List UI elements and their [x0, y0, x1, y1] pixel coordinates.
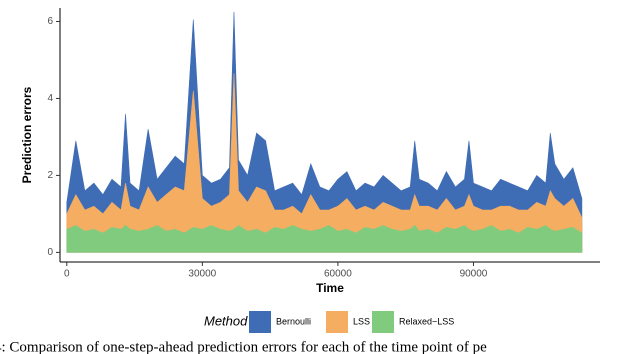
legend-swatch [249, 311, 271, 333]
x-axis-title: Time [316, 281, 344, 295]
caption: 4: Comparison of one-step-ahead predicti… [0, 339, 487, 354]
legend-swatch [326, 311, 348, 333]
legend-title: Method [204, 313, 248, 328]
x-tick-label: 90000 [460, 269, 488, 280]
legend-label: Bernoulli [276, 316, 311, 326]
x-tick-label: 0 [64, 269, 70, 280]
y-tick-label: 2 [47, 170, 53, 181]
x-tick-label: 60000 [324, 269, 352, 280]
legend-label: LSS [353, 316, 370, 326]
y-tick-label: 6 [47, 16, 53, 27]
area [66, 225, 583, 253]
area [66, 73, 583, 253]
y-tick-label: 4 [47, 93, 53, 104]
x-tick-label: 30000 [188, 269, 216, 280]
y-axis-title: Prediction errors [20, 86, 34, 183]
legend-swatch [372, 311, 394, 333]
legend-label: Relaxed−LSS [399, 316, 454, 326]
y-tick-label: 0 [47, 247, 53, 258]
